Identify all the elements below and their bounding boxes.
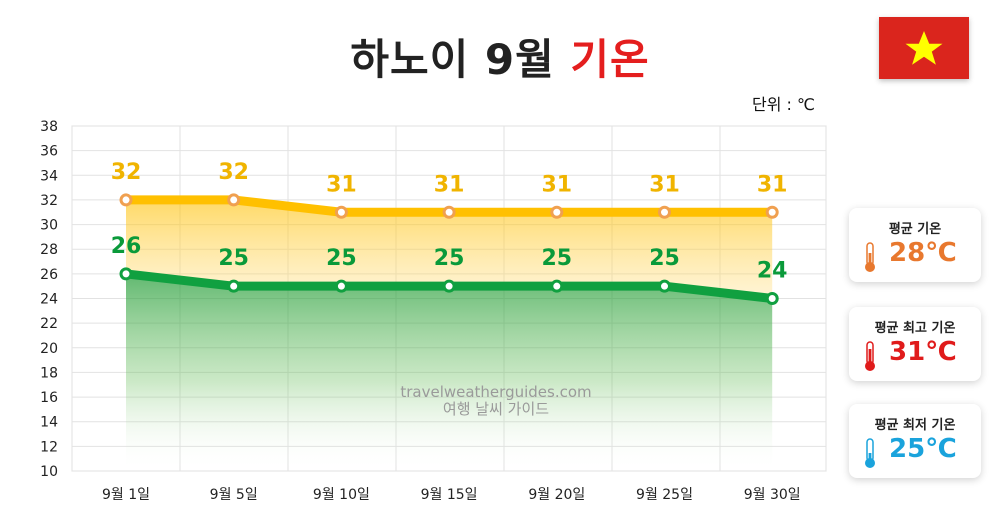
vietnam-flag-icon	[879, 17, 969, 79]
high-temp-point	[658, 205, 671, 219]
high-temp-data-label: 32	[111, 160, 142, 185]
low-temp-data-label: 24	[757, 259, 788, 284]
y-tick-label: 26	[40, 267, 58, 283]
high-temp-point	[765, 205, 779, 219]
high-temp-point	[119, 193, 133, 207]
x-tick-label: 9월 5일	[210, 487, 258, 503]
high-temp-data-label: 31	[757, 172, 788, 197]
temperature-chart: travelweatherguides.com 여행 날씨 가이드 32 32 31…	[40, 119, 827, 503]
y-tick-label: 10	[40, 464, 58, 480]
title-main: 하노이 9월	[350, 35, 555, 84]
low-temp-data-label: 25	[218, 246, 249, 271]
x-tick-label: 9월 25일	[636, 487, 693, 503]
thermometer-icon	[865, 242, 875, 272]
y-tick-label: 30	[40, 218, 58, 234]
low-temp-data-label: 25	[326, 246, 357, 271]
min-temp-card: 평균 최저 기온 25℃	[849, 404, 981, 478]
low-temp-point	[119, 267, 133, 281]
y-tick-label: 32	[40, 193, 58, 209]
y-tick-label: 34	[40, 168, 58, 184]
y-tick-label: 14	[40, 415, 58, 431]
high-temp-point	[334, 205, 348, 219]
low-temp-point	[658, 279, 671, 293]
unit-label: 단위 : ℃	[752, 95, 815, 114]
y-tick-label: 18	[40, 365, 58, 381]
y-tick-label: 36	[40, 144, 58, 160]
title-accent: 기온	[570, 35, 650, 84]
page-title: 하노이 9월 기온	[0, 26, 1000, 87]
low-temp-point	[442, 279, 456, 293]
low-temp-point	[334, 279, 348, 293]
low-temp-point	[550, 279, 564, 293]
x-tick-label: 9월 15일	[421, 487, 478, 503]
high-area	[126, 199, 773, 299]
high-temp-data-label: 31	[649, 172, 680, 197]
min-temp-label: 평균 최저 기온	[874, 418, 956, 433]
watermark-line1: travelweatherguides.com	[400, 383, 591, 401]
thermometer-icon	[865, 438, 875, 468]
high-temp-data-label: 31	[326, 172, 357, 197]
y-tick-label: 16	[40, 390, 58, 406]
low-temp-point	[227, 279, 241, 293]
low-temp-point	[765, 292, 779, 305]
low-temp-data-label: 25	[649, 246, 680, 271]
thermometer-icon	[865, 341, 875, 371]
high-temp-point	[442, 205, 456, 219]
y-tick-label: 12	[40, 439, 58, 455]
low-temp-data-label: 25	[434, 246, 465, 271]
x-tick-label: 9월 10일	[313, 487, 370, 503]
y-tick-label: 28	[40, 242, 58, 258]
x-tick-label: 9월 20일	[528, 487, 585, 503]
x-tick-label: 9월 1일	[102, 487, 150, 503]
high-temp-data-label: 32	[218, 160, 249, 185]
avg-temp-value: 28℃	[889, 238, 957, 268]
y-tick-label: 20	[40, 341, 58, 357]
min-temp-value: 25℃	[889, 434, 957, 464]
low-area	[126, 273, 773, 471]
max-temp-label: 평균 최고 기온	[874, 321, 956, 336]
watermark-line2: 여행 날씨 가이드	[443, 400, 549, 418]
y-tick-label: 38	[40, 119, 58, 135]
max-temp-card: 평균 최고 기온 31℃	[849, 307, 981, 381]
y-tick-label: 22	[40, 316, 58, 332]
avg-temp-card: 평균 기온 28℃	[849, 208, 981, 282]
low-temp-data-label: 25	[541, 246, 572, 271]
high-temp-data-label: 31	[541, 172, 572, 197]
max-temp-value: 31℃	[889, 337, 957, 367]
high-temp-point	[227, 193, 241, 207]
avg-temp-label: 평균 기온	[888, 222, 942, 237]
high-temp-point	[550, 205, 564, 219]
x-tick-label: 9월 30일	[744, 487, 801, 503]
low-temp-data-label: 26	[111, 234, 142, 259]
y-tick-label: 24	[40, 292, 58, 308]
high-temp-data-label: 31	[434, 172, 465, 197]
